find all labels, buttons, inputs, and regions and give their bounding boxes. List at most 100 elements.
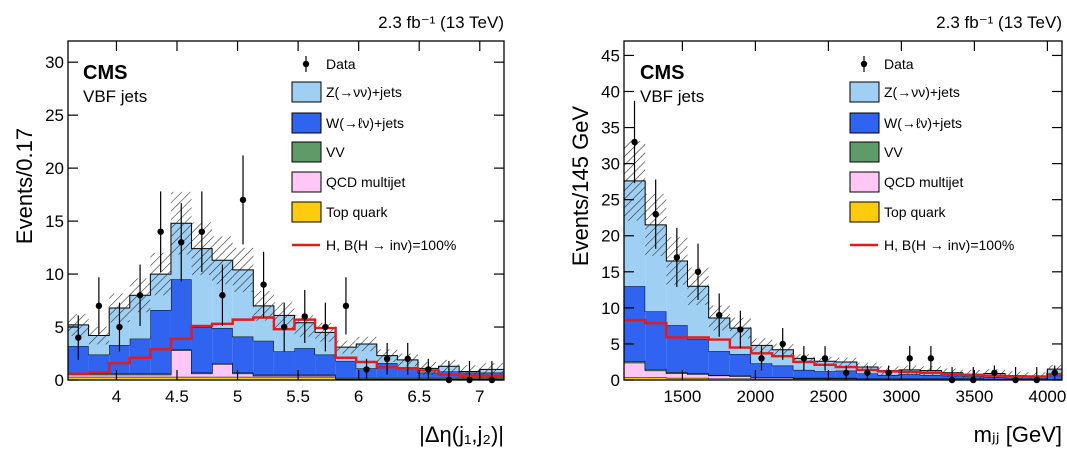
- bar-vv-8: [232, 372, 254, 374]
- bar-wln-13: [335, 360, 357, 378]
- bar-wln-9: [253, 340, 274, 375]
- data-point-10: [843, 369, 850, 376]
- data-point-8: [800, 355, 808, 362]
- bar-top-9: [253, 376, 274, 380]
- uncertainty-band-13: [335, 340, 357, 354]
- bar-vv-16: [397, 377, 419, 379]
- legend-item-signal: H, B(H → inv)=100%: [292, 237, 456, 253]
- data-point-16: [404, 355, 411, 363]
- signal-line: [68, 316, 504, 377]
- uncertainty-band-6: [751, 338, 773, 353]
- panel-mjj: 1500 2000 2500 3000 3500 4000 0 5 10 15 20 25 30 35 40…: [568, 13, 1066, 447]
- legend-item-data: Data: [302, 56, 356, 72]
- data-point-2: [673, 254, 681, 261]
- legend-item-qcd: QCD multijet: [291, 171, 405, 193]
- legend-item-qcd: QCD multijet: [849, 171, 963, 193]
- y-tick-label-1: 5: [55, 318, 64, 337]
- legend-label-qcd: QCD multijet: [884, 174, 963, 190]
- legend-swatch-vv: [849, 141, 880, 163]
- legend-swatch-qcd: [291, 171, 322, 193]
- legend-item-vv: VV: [849, 141, 903, 163]
- uncertainty-band-8: [232, 247, 254, 292]
- bar-qcd-6: [191, 373, 213, 377]
- bar-vv-6: [191, 372, 213, 374]
- bar-top-6: [191, 376, 213, 380]
- y-tick-label-6: 30: [45, 53, 64, 72]
- data-point-0: [631, 138, 638, 146]
- bar-wln-4: [150, 310, 171, 374]
- plot-frame-mjj: [623, 40, 1063, 381]
- data-point-12: [322, 323, 329, 331]
- ylabel-mjj: Events/145 GeV: [568, 106, 593, 267]
- y-tick-label-4: 20: [45, 159, 64, 178]
- ylabel-deta: Events/0.17: [12, 128, 37, 244]
- bar-wln-1: [645, 311, 667, 370]
- bar-wln-2: [109, 345, 130, 374]
- legend-label-data: Data: [326, 56, 356, 72]
- bar-top-1: [645, 377, 667, 380]
- bar-qcd-2: [109, 374, 130, 377]
- bar-qcd-1: [645, 370, 667, 378]
- legend-swatch-top: [849, 201, 880, 223]
- bar-qcd-3: [687, 374, 709, 378]
- bar-qcd-0: [68, 374, 89, 377]
- cms-label-deta: CMS: [83, 62, 127, 84]
- bar-vv-2: [109, 373, 130, 375]
- bar-vv-5: [170, 349, 192, 351]
- cms-label-mjj: CMS: [640, 62, 684, 84]
- bar-vv-9: [253, 374, 274, 376]
- bar-qcd-10: [273, 375, 295, 377]
- y-tick-label-0: 0: [611, 371, 620, 390]
- x-tick-label-1: 2000: [736, 387, 774, 406]
- y-tick-label-3: 15: [45, 212, 64, 231]
- data-point-11: [864, 369, 871, 376]
- bar-vv-3: [129, 373, 151, 375]
- y-tick-label-8: 40: [601, 82, 620, 101]
- x-tick-label-4: 6: [354, 387, 363, 406]
- legend-label-wln: W(→ℓν)+jets: [326, 115, 404, 131]
- legend-swatch-znn: [291, 81, 322, 103]
- bar-wln-5: [729, 354, 752, 376]
- xlabel-mjj: mⱼⱼ [GeV]: [974, 422, 1062, 447]
- data-point-0: [75, 334, 82, 341]
- legend-swatch-vv: [291, 141, 322, 163]
- data-point-13: [342, 302, 350, 310]
- legend-label-znn: Z(→νν)+jets: [884, 84, 960, 100]
- data-point-6: [198, 228, 206, 235]
- bar-wln-12: [315, 354, 336, 375]
- x-tick-label-4: 3500: [955, 387, 993, 406]
- y-tick-label-9: 45: [601, 46, 620, 65]
- bar-top-2: [666, 377, 688, 380]
- y-tick-label-5: 25: [45, 106, 64, 125]
- bar-top-8: [232, 376, 254, 380]
- lumi-label-mjj: 2.3 fb⁻¹ (13 TeV): [936, 13, 1062, 32]
- legend-item-top: Top quark: [291, 201, 388, 223]
- bar-wln-1: [88, 354, 110, 374]
- bar-top-5: [170, 376, 192, 380]
- axis-ticks-mjj: 1500 2000 2500 3000 3500 4000 0 5 10 15 20 25 30 35 40…: [601, 41, 1066, 406]
- legend-item-wln: W(→ℓν)+jets: [291, 112, 404, 134]
- legend-item-signal: H, B(H → inv)=100%: [850, 237, 1014, 253]
- data-point-7: [779, 340, 786, 348]
- y-tick-label-2: 10: [601, 299, 620, 318]
- x-tick-label-5: 6.5: [407, 387, 431, 406]
- bar-vv-1: [645, 369, 667, 371]
- legend-mjj: Data Z(→νν)+jets W(→ℓν)+jets VV QCD multijet…: [849, 56, 1014, 253]
- bar-qcd-9: [253, 375, 274, 377]
- data-point-9: [821, 355, 829, 362]
- bar-top-0: [624, 377, 646, 380]
- data-point-14: [363, 366, 370, 373]
- bar-qcd-5: [729, 376, 752, 379]
- bar-top-10: [273, 376, 295, 380]
- bar-wln-0: [624, 286, 646, 362]
- bar-wln-7: [212, 328, 233, 364]
- bar-wln-14: [920, 374, 942, 379]
- data-point-3: [694, 268, 702, 276]
- bar-top-4: [150, 376, 171, 380]
- bar-top-1: [88, 376, 110, 380]
- legend-label-qcd: QCD multijet: [326, 174, 405, 190]
- legend-swatch-wln: [291, 112, 322, 134]
- bar-top-11: [294, 376, 316, 380]
- legend-item-znn: Z(→νν)+jets: [291, 81, 402, 103]
